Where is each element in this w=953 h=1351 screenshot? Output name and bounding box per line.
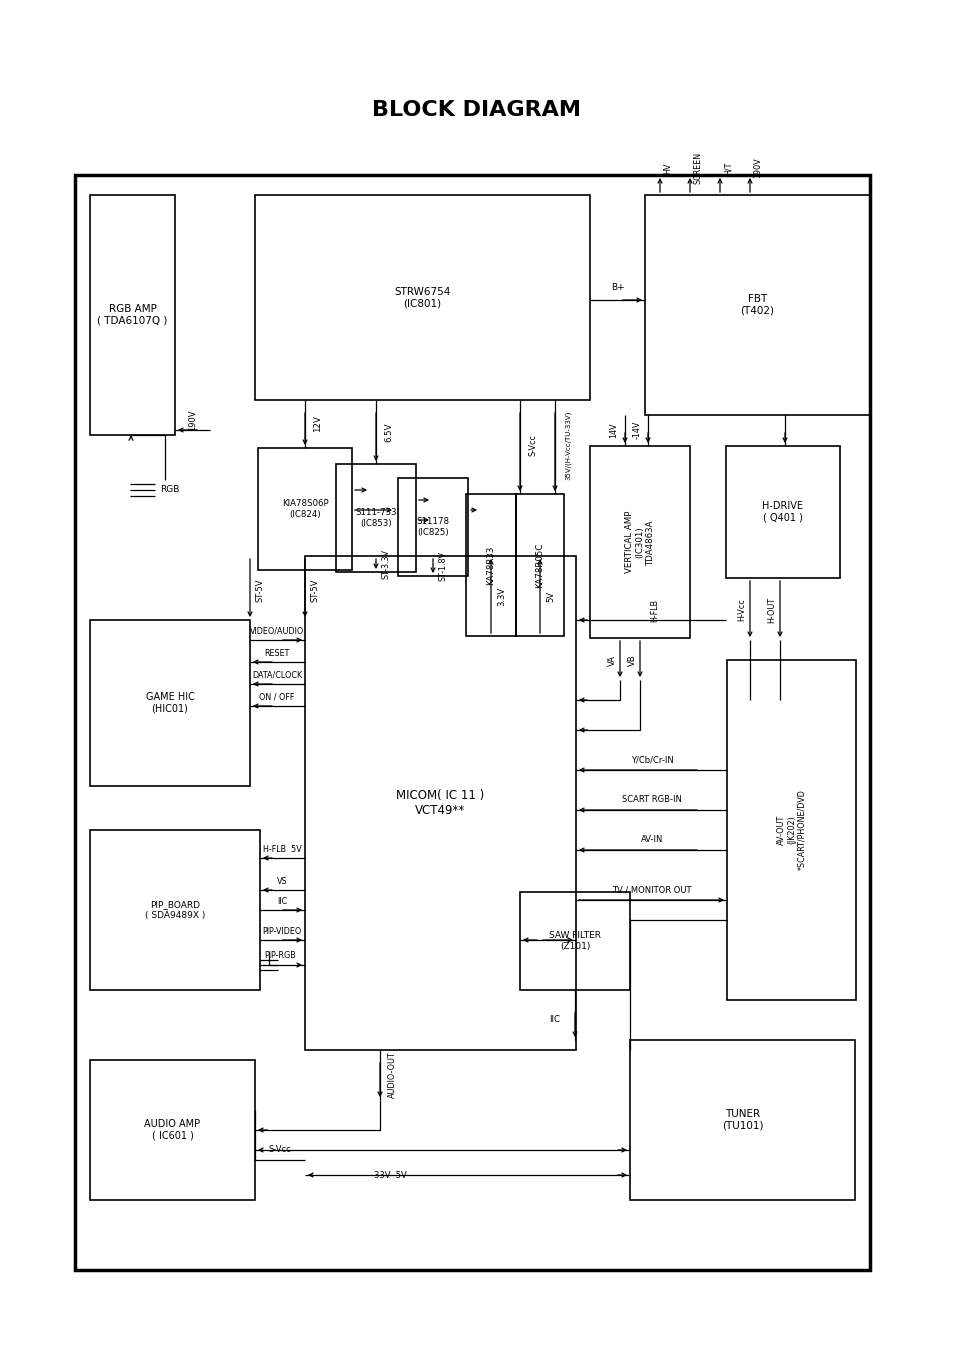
Text: DATA/CLOCK: DATA/CLOCK (252, 670, 302, 680)
Text: S-Vcc: S-Vcc (269, 1146, 291, 1155)
Text: SCART RGB-IN: SCART RGB-IN (621, 796, 681, 804)
Text: 190V: 190V (753, 158, 761, 178)
Text: ST-5V: ST-5V (255, 578, 264, 601)
Bar (90, 195, 174, 435)
Text: 5V: 5V (546, 590, 555, 601)
Text: KA78R05C: KA78R05C (535, 542, 544, 588)
Bar (644, 195, 869, 415)
Text: PIP-RGB: PIP-RGB (264, 951, 295, 959)
Text: IIC: IIC (276, 897, 287, 905)
Text: AUDIO-OUT: AUDIO-OUT (387, 1051, 396, 1098)
Text: H-DRIVE
( Q401 ): H-DRIVE ( Q401 ) (761, 501, 802, 523)
Text: VERTICAL AMP
(IC301)
TDA4863A: VERTICAL AMP (IC301) TDA4863A (624, 511, 654, 573)
Bar (254, 195, 589, 400)
Text: H-FLB  5V: H-FLB 5V (262, 844, 301, 854)
Text: PIP-VIDEO: PIP-VIDEO (262, 927, 301, 935)
Text: 14V: 14V (609, 423, 618, 438)
Text: ST-5V: ST-5V (310, 578, 319, 601)
Text: TV / MONITOR OUT: TV / MONITOR OUT (612, 885, 691, 894)
Bar (90, 830, 260, 990)
Bar (589, 446, 689, 638)
Bar (257, 449, 352, 570)
Text: 33V  5V: 33V 5V (374, 1170, 406, 1179)
Text: VA: VA (607, 654, 616, 666)
Text: RGB AMP
( TDA6107Q ): RGB AMP ( TDA6107Q ) (97, 304, 168, 326)
Text: S-Vcc: S-Vcc (528, 434, 537, 457)
Text: ST-1.8V: ST-1.8V (438, 551, 447, 581)
Text: 190V: 190V (189, 409, 197, 431)
Text: RGB: RGB (160, 485, 179, 494)
Bar (519, 892, 629, 990)
Text: VS: VS (276, 877, 287, 885)
Text: TUNER
(TU101): TUNER (TU101) (721, 1109, 762, 1131)
Text: SAW FILTER
(Z101): SAW FILTER (Z101) (548, 931, 600, 951)
Text: 35V/(H-Vcc/TU-33V): 35V/(H-Vcc/TU-33V) (564, 411, 571, 480)
Text: IIC: IIC (549, 1016, 559, 1024)
Text: 12V: 12V (314, 416, 322, 432)
Bar (726, 661, 855, 1000)
Text: -14V: -14V (632, 420, 640, 439)
Text: B+: B+ (611, 284, 624, 293)
Text: HV: HV (662, 162, 672, 174)
Text: H-Vcc: H-Vcc (737, 598, 745, 621)
Text: MICOM( IC 11 )
VCT49**: MICOM( IC 11 ) VCT49** (395, 789, 484, 817)
Text: FBT
(T402): FBT (T402) (740, 295, 774, 316)
Text: KIA78S06P
(IC824): KIA78S06P (IC824) (281, 500, 328, 519)
Text: 6.5V: 6.5V (384, 423, 393, 442)
Bar (725, 446, 840, 578)
Text: 3.3V: 3.3V (497, 586, 506, 605)
Text: PIP_BOARD
( SDA9489X ): PIP_BOARD ( SDA9489X ) (145, 900, 205, 920)
Text: H-FLB: H-FLB (650, 598, 659, 621)
Text: SCREEN: SCREEN (693, 151, 701, 184)
Text: AUDIO AMP
( IC601 ): AUDIO AMP ( IC601 ) (144, 1119, 200, 1140)
Bar (75, 176, 869, 1270)
Bar (465, 494, 516, 636)
Text: AV-OUT
(JK202)
*SCART/PHONE/DVD: AV-OUT (JK202) *SCART/PHONE/DVD (776, 789, 805, 870)
Text: S111-733
(IC853): S111-733 (IC853) (355, 508, 396, 528)
Text: BLOCK DIAGRAM: BLOCK DIAGRAM (372, 100, 581, 120)
Text: S11178
(IC825): S11178 (IC825) (416, 517, 449, 536)
Text: VB: VB (627, 654, 636, 666)
Text: KA78R33: KA78R33 (486, 546, 495, 585)
Text: ST-3.3V: ST-3.3V (381, 549, 390, 580)
Bar (305, 557, 576, 1050)
Bar (629, 1040, 854, 1200)
Text: H/T: H/T (722, 161, 732, 174)
Text: AV-IN: AV-IN (640, 835, 662, 844)
Text: RESET: RESET (264, 648, 290, 658)
Bar (516, 494, 563, 636)
Bar (335, 463, 416, 571)
Bar (397, 478, 468, 576)
Text: STRW6754
(IC801): STRW6754 (IC801) (394, 286, 450, 308)
Text: VIDEO/AUDIO: VIDEO/AUDIO (250, 627, 304, 635)
Bar (90, 1061, 254, 1200)
Bar (90, 620, 250, 786)
Text: Y/Cb/Cr-IN: Y/Cb/Cr-IN (630, 755, 673, 765)
Text: H-OUT: H-OUT (767, 597, 776, 623)
Text: ON / OFF: ON / OFF (259, 693, 294, 701)
Text: GAME HIC
(HIC01): GAME HIC (HIC01) (146, 692, 194, 713)
